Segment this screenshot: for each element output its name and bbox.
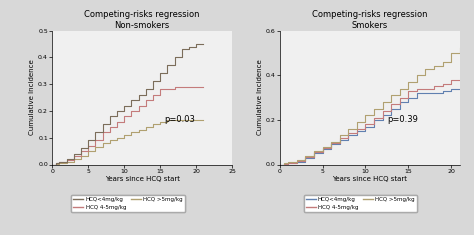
Title: Competing-risks regression
Smokers: Competing-risks regression Smokers bbox=[312, 10, 428, 30]
Legend: HCQ<4mg/kg, HCQ 4-5mg/kg, HCQ >5mg/kg: HCQ<4mg/kg, HCQ 4-5mg/kg, HCQ >5mg/kg bbox=[71, 195, 185, 212]
X-axis label: Years since HCQ start: Years since HCQ start bbox=[332, 176, 407, 182]
Text: p=0.39: p=0.39 bbox=[388, 115, 419, 124]
Text: p=0.03: p=0.03 bbox=[164, 115, 195, 124]
Legend: HCQ<4mg/kg, HCQ 4-5mg/kg, HCQ >5mg/kg: HCQ<4mg/kg, HCQ 4-5mg/kg, HCQ >5mg/kg bbox=[303, 195, 417, 212]
Y-axis label: Cumulative Incidence: Cumulative Incidence bbox=[29, 60, 36, 135]
Title: Competing-risks regression
Non-smokers: Competing-risks regression Non-smokers bbox=[84, 10, 200, 30]
X-axis label: Years since HCQ start: Years since HCQ start bbox=[105, 176, 180, 182]
Y-axis label: Cumulative Incidence: Cumulative Incidence bbox=[257, 60, 263, 135]
